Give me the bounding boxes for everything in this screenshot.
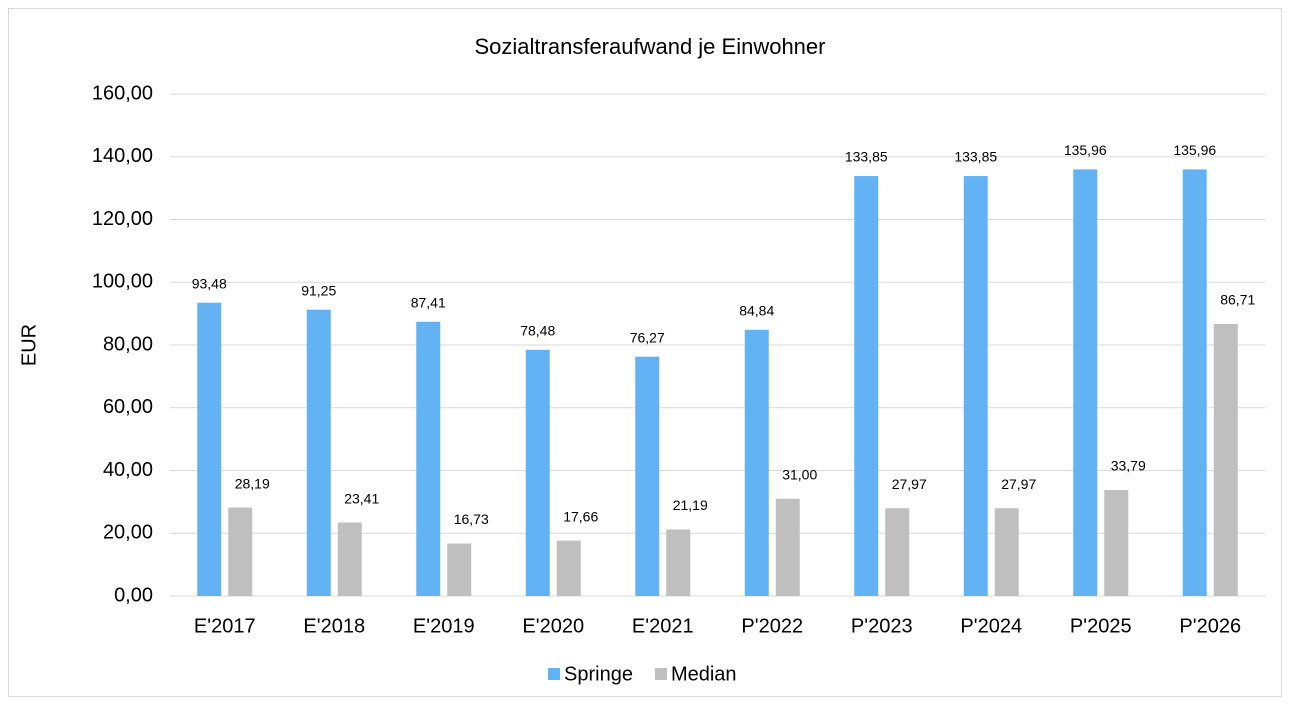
x-tick-label: P'2025	[1070, 615, 1132, 637]
data-label: 16,73	[454, 511, 489, 527]
x-tick-label: P'2023	[851, 615, 913, 637]
bar	[744, 329, 769, 596]
legend-label: Median	[671, 663, 737, 685]
y-tick-label: 100,00	[92, 271, 153, 293]
x-tick-label: E'2020	[522, 615, 584, 637]
bar	[885, 508, 910, 596]
bar	[306, 309, 331, 596]
bar	[197, 302, 222, 596]
bar	[447, 543, 472, 596]
data-label: 91,25	[301, 282, 336, 298]
x-tick-label: P'2022	[741, 615, 803, 637]
data-label: 33,79	[1111, 458, 1146, 474]
bar	[635, 356, 660, 596]
bar	[337, 522, 362, 596]
bar	[963, 176, 988, 596]
bar	[994, 508, 1019, 596]
y-tick-label: 60,00	[103, 396, 153, 418]
legend-label: Springe	[564, 663, 633, 685]
bar	[666, 529, 691, 596]
legend-swatch	[654, 668, 667, 680]
x-tick-label: E'2018	[303, 615, 365, 637]
data-label: 133,85	[845, 149, 888, 165]
bar	[556, 540, 581, 596]
bar	[1213, 323, 1238, 596]
bar	[854, 176, 879, 596]
data-label: 135,96	[1173, 142, 1216, 158]
bar	[775, 498, 800, 596]
data-label: 135,96	[1064, 142, 1107, 158]
data-label: 78,48	[520, 322, 555, 338]
data-label: 21,19	[673, 497, 708, 513]
data-label: 23,41	[344, 490, 379, 506]
y-tick-label: 160,00	[92, 82, 153, 104]
y-tick-label: 80,00	[103, 333, 153, 355]
data-label: 17,66	[563, 508, 598, 524]
bar	[228, 507, 253, 596]
x-tick-label: E'2021	[632, 615, 694, 637]
x-tick-label: E'2017	[194, 615, 256, 637]
y-tick-label: 40,00	[103, 459, 153, 481]
data-label: 84,84	[739, 303, 774, 319]
data-label: 93,48	[192, 275, 227, 291]
bar	[525, 349, 550, 596]
data-label: 27,97	[1001, 476, 1036, 492]
bar	[1182, 169, 1207, 596]
x-tick-label: P'2024	[960, 615, 1022, 637]
y-tick-label: 0,00	[114, 584, 153, 606]
legend-swatch	[548, 668, 560, 680]
x-tick-label: E'2019	[413, 615, 475, 637]
y-tick-label: 140,00	[92, 145, 153, 167]
data-label: 133,85	[954, 149, 997, 165]
y-tick-label: 120,00	[92, 208, 153, 230]
data-label: 86,71	[1220, 292, 1255, 308]
data-label: 87,41	[411, 294, 446, 310]
y-tick-label: 20,00	[103, 522, 153, 544]
x-tick-label: P'2026	[1179, 615, 1241, 637]
data-label: 31,00	[782, 466, 817, 482]
bar	[1104, 489, 1129, 596]
data-label: 76,27	[630, 329, 665, 345]
bar	[1073, 169, 1098, 596]
bar	[416, 321, 441, 596]
chart-title: Sozialtransferaufwand je Einwohner	[475, 34, 826, 59]
y-axis-label: EUR	[18, 324, 40, 366]
data-label: 27,97	[892, 476, 927, 492]
data-label: 28,19	[235, 475, 270, 491]
